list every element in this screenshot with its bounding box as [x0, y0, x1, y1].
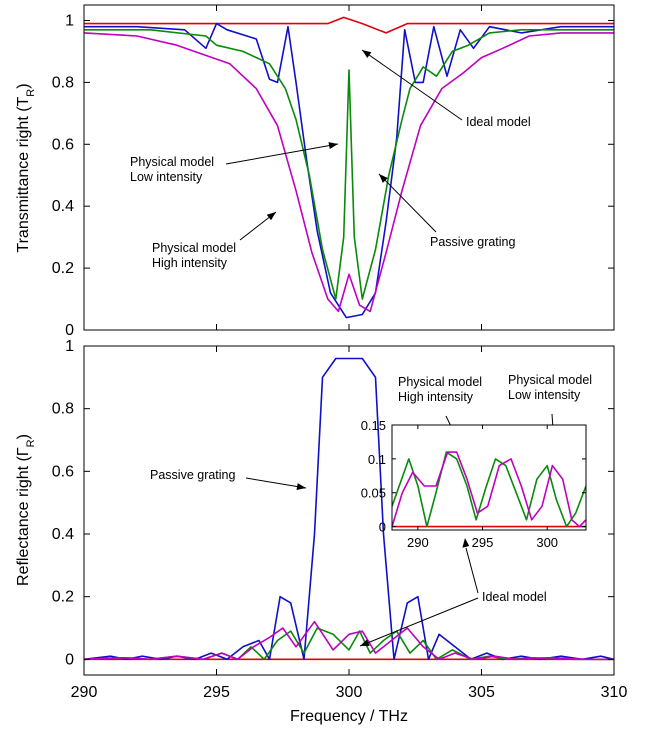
series-line-physical-model-high-intensity — [84, 620, 614, 661]
annotation-physical-high: Physical model High intensity — [152, 241, 236, 270]
y-tick-label: 0.4 — [52, 198, 74, 215]
y-tick-label: 0 — [379, 520, 386, 535]
annotation-passive-grating-arrow — [378, 173, 437, 233]
annotation-ideal-model-arrowhead — [362, 50, 372, 59]
annotation-ideal-model-arrow — [359, 597, 479, 647]
annotation-physical-low-arrowhead — [328, 142, 338, 150]
series-line-physical-model-low-intensity — [392, 451, 586, 528]
y-tick-label: 0 — [65, 322, 74, 339]
y-tick-label: 1 — [65, 12, 74, 29]
y-tick-label: 0.6 — [52, 463, 74, 480]
y-axis-label-text: Reflectance right (Γ — [15, 447, 32, 586]
annotation-physical-low: Physical model Low intensity — [130, 155, 214, 184]
series-line-passive-grating — [84, 357, 614, 661]
x-tick-label: 290 — [71, 684, 98, 701]
x-tick-label: 300 — [336, 684, 363, 701]
annotation-physical-low: Physical model Low intensity — [508, 373, 592, 402]
annotation-physical-high-line: Physical model — [398, 375, 482, 389]
transmittance-plot: 0 0.2 0.4 0.6 0.8 1 Transmittance right (TR) Id… — [15, 4, 615, 339]
annotation-ideal-model-arrow — [361, 49, 463, 121]
annotation-physical-low-line: Low intensity — [130, 170, 203, 184]
y-axis-label-text: Transmittance right (T — [15, 96, 32, 252]
annotation-physical-high-line: High intensity — [398, 390, 474, 404]
series-line-physical-model-low-intensity — [84, 627, 614, 661]
annotation-passive-grating-arrowhead — [296, 483, 306, 490]
annotation-physical-high: Physical model High intensity — [398, 375, 482, 404]
y-tick-label: 0.8 — [52, 74, 74, 91]
y-axis-label: Reflectance right (ΓR) — [15, 434, 37, 586]
y-axis-label-close: ) — [15, 434, 32, 439]
annotation-physical-low-line: Physical model — [130, 155, 214, 169]
y-tick-label: 0.15 — [361, 418, 386, 433]
series-group — [84, 16, 614, 319]
series-line-ideal-model — [84, 16, 614, 34]
y-tick-label: 0.05 — [361, 486, 386, 501]
series-group — [84, 357, 614, 661]
x-tick-label: 305 — [468, 684, 495, 701]
annotation-ideal-model: Ideal model — [482, 590, 547, 604]
annotation-physical-low-line: Physical model — [508, 373, 592, 387]
annotation-passive-grating-line: Passive grating — [150, 468, 236, 482]
x-axis-label: Frequency / THz — [290, 708, 408, 725]
series-line-passive-grating — [84, 22, 614, 319]
annotation-physical-high-arrowhead — [266, 212, 276, 221]
annotation-passive-grating-line: Passive grating — [430, 235, 516, 249]
annotation-physical-high-line: Physical model — [152, 241, 236, 255]
annotation-ideal-model-arrowhead-2 — [462, 538, 470, 548]
annotation-passive-grating-arrowhead — [379, 174, 388, 183]
x-tick-label: 300 — [536, 535, 558, 550]
y-tick-label: 0.1 — [368, 452, 386, 467]
y-axis-label-subscript: R — [25, 439, 37, 447]
y-axis-label: Transmittance right (TR) — [15, 83, 37, 252]
x-tick-label: 290 — [407, 535, 429, 550]
series-line-physical-model-low-intensity — [84, 28, 614, 300]
y-tick-label: 0.8 — [52, 401, 74, 418]
reflectance-plot: 0 0.2 0.4 0.6 0.8 1 290 295 300 305 310 Reflectance… — [15, 338, 627, 725]
y-axis-label-subscript: R — [25, 89, 37, 97]
y-tick-label: 0.2 — [52, 260, 74, 277]
y-tick-label: 0 — [65, 651, 74, 668]
annotation-physical-high-line: High intensity — [152, 256, 228, 270]
y-tick-label: 0.6 — [52, 136, 74, 153]
annotation-passive-grating: Passive grating — [150, 468, 236, 482]
series-line-physical-model-high-intensity — [392, 451, 586, 528]
annotation-ideal-model: Ideal model — [466, 115, 531, 129]
y-axis-label-close: ) — [15, 83, 32, 88]
annotation-passive-grating-arrow — [245, 477, 307, 489]
y-tick-label: 0.4 — [52, 526, 74, 543]
series-line-physical-model-high-intensity — [84, 32, 614, 313]
reflectance-inset-plot: 0 0.05 0.1 0.15 290 295 300 — [361, 418, 587, 550]
annotation-ideal-model-arrow-2 — [465, 547, 479, 594]
y-tick-label: 1 — [65, 338, 74, 355]
x-tick-label: 295 — [472, 535, 494, 550]
series-group — [392, 451, 586, 528]
annotation-ideal-model-arrowhead — [360, 639, 370, 646]
annotation-passive-grating: Passive grating — [430, 235, 516, 249]
annotation-physical-low-line: Low intensity — [508, 388, 581, 402]
annotation-physical-low-arrow — [225, 143, 339, 165]
y-tick-label: 0.2 — [52, 589, 74, 606]
plot-frame — [391, 424, 587, 531]
annotation-ideal-model-line: Ideal model — [466, 115, 531, 129]
x-tick-label: 295 — [203, 684, 230, 701]
x-tick-label: 310 — [601, 684, 628, 701]
annotation-ideal-model-line: Ideal model — [482, 590, 547, 604]
